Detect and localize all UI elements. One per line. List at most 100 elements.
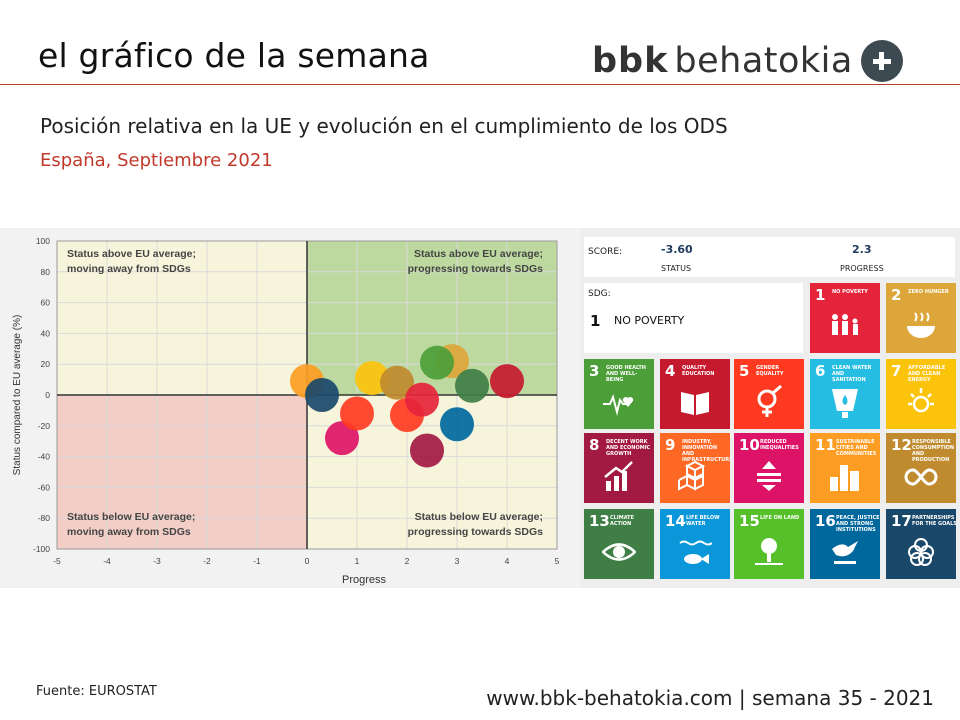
infinity-icon (904, 468, 938, 486)
sdg-tile-2[interactable]: 2 ZERO HUNGER (886, 283, 956, 353)
source-note: Fuente: EUROSTAT (36, 684, 157, 699)
bowl-icon (907, 312, 935, 338)
status-label: STATUS (661, 264, 692, 273)
y-tick-label: 80 (41, 267, 51, 277)
sdg-tile-number: 11 (815, 436, 836, 454)
sdg-tile-9[interactable]: 9 INDUSTRY, INNOVATION AND INFRASTRUCTURE (660, 433, 730, 503)
sdg-tile-8[interactable]: 8 DECENT WORK AND ECONOMIC GROWTH (584, 433, 654, 503)
sdg-tile-label: LIFE ON LAND (760, 515, 800, 521)
quadrant-label: moving away from SDGs (67, 526, 191, 538)
data-point (380, 365, 414, 400)
sdg-tile-12[interactable]: 12 RESPONSIBLE CONSUMPTION AND PRODUCTION (886, 433, 956, 503)
dove-icon (832, 541, 858, 564)
sdg-tile-15[interactable]: 15 LIFE ON LAND (734, 509, 804, 579)
scatter-chart: Status above EU average; moving away from… (12, 236, 560, 586)
buildings-icon (830, 465, 859, 491)
sdg-tile-label: GENDER EQUALITY (756, 365, 784, 377)
x-tick-label: 0 (305, 556, 310, 566)
sdg-tile-label: REDUCED INEQUALITIES (760, 439, 799, 451)
sdg-tile-number: 12 (891, 436, 912, 454)
sdg-tile-number: 14 (665, 512, 686, 530)
quadrant-label: progressing towards SDGs (408, 263, 544, 275)
sdg-tile-label: GOOD HEALTH AND WELL-BEING (606, 365, 646, 383)
sdg-tile-17[interactable]: 17 PARTNERSHIPS FOR THE GOALS (886, 509, 956, 579)
sdg-tile-11[interactable]: 11 SUSTAINABLE CITIES AND COMMUNITIES (810, 433, 880, 503)
sdg-tile-14[interactable]: 14 LIFE BELOW WATER (660, 509, 730, 579)
heartbeat-icon (603, 393, 634, 416)
sdg-label: SDG: (588, 289, 611, 299)
fish-icon (679, 540, 712, 564)
quadrant-label: Status above EU average; (414, 248, 543, 260)
sdg-tile-13[interactable]: 13 CLIMATE ACTION (584, 509, 654, 579)
water-drop-icon (832, 389, 858, 418)
sdg-tile-number: 4 (665, 362, 676, 380)
equality-icon (757, 461, 781, 491)
sdg-tile-6[interactable]: 6 CLEAN WATER AND SANITATION (810, 359, 880, 429)
chart-subtitle: España, Septiembre 2021 (40, 150, 273, 171)
y-tick-label: 20 (41, 359, 51, 369)
sdg-tile-10[interactable]: 10 REDUCED INEQUALITIES (734, 433, 804, 503)
x-tick-label: 3 (455, 556, 460, 566)
progress-label: PROGRESS (840, 264, 884, 273)
sdg-tile-number: 17 (891, 512, 912, 530)
x-tick-label: 4 (505, 556, 510, 566)
sdg-tile-5[interactable]: 5 GENDER EQUALITY (734, 359, 804, 429)
logo-text: behatokia (674, 41, 853, 81)
status-value: -3.60 (661, 243, 693, 256)
sdg-tile-number: 6 (815, 362, 826, 380)
data-point (325, 421, 359, 456)
sdg-tile-number: 1 (815, 286, 826, 304)
gender-icon (757, 385, 782, 417)
sdg-tile-label: PEACE, JUSTICE AND STRONG INSTITUTIONS (836, 515, 880, 533)
y-tick-label: 40 (41, 328, 51, 338)
cubes-icon (678, 460, 706, 491)
sdg-tile-label: CLIMATE ACTION (610, 515, 634, 527)
y-tick-label: -80 (38, 513, 51, 523)
chart-title: Posición relativa en la UE y evolución e… (40, 114, 728, 138)
page-title: el gráfico de la semana (38, 36, 430, 75)
progress-value: 2.3 (852, 243, 872, 256)
sdg-tile-7[interactable]: 7 AFFORDABLE AND CLEAN ENERGY (886, 359, 956, 429)
family-icon (832, 314, 858, 335)
sdg-tile-16[interactable]: 16 PEACE, JUSTICE AND STRONG INSTITUTIONS (810, 509, 880, 579)
sdg-tile-number: 8 (589, 436, 600, 454)
sdg-tile-number: 5 (739, 362, 750, 380)
sdg-tile-number: 2 (891, 286, 902, 304)
sdg-tile-label: INDUSTRY, INNOVATION AND INFRASTRUCTURE (682, 439, 730, 463)
sdg-tile-number: 13 (589, 512, 610, 530)
x-tick-label: -5 (53, 556, 61, 566)
score-label: SCORE: (588, 247, 623, 257)
sdg-tile-3[interactable]: 3 GOOD HEALTH AND WELL-BEING (584, 359, 654, 429)
sdg-tile-4[interactable]: 4 QUALITY EDUCATION (660, 359, 730, 429)
data-point (410, 433, 444, 468)
x-tick-label: 2 (405, 556, 410, 566)
x-tick-label: -2 (203, 556, 211, 566)
sdg-tile-label: QUALITY EDUCATION (682, 365, 715, 377)
eye-globe-icon (602, 543, 636, 561)
quadrant-label: Status above EU average; (67, 248, 196, 260)
growth-chart-icon (604, 461, 633, 491)
x-tick-label: -4 (103, 556, 111, 566)
data-point (405, 382, 439, 417)
rings-icon (908, 538, 934, 566)
y-tick-label: -60 (38, 482, 51, 492)
sdg-tile-number: 7 (891, 362, 902, 380)
plus-icon (860, 40, 903, 82)
sdg-tile-number: 15 (739, 512, 760, 530)
score-box: SCORE: -3.60 STATUS 2.3 PROGRESS (584, 237, 955, 277)
y-axis-title: Status compared to EU average (%) (12, 315, 23, 476)
brand-logo: bbk behatokia (592, 36, 903, 86)
sdg-tile-label: CLEAN WATER AND SANITATION (832, 365, 872, 383)
x-tick-label: -1 (253, 556, 261, 566)
quadrant-label: Status below EU average; (415, 511, 543, 523)
sun-icon (908, 388, 934, 413)
data-point (340, 396, 374, 431)
y-tick-label: 60 (41, 298, 51, 308)
data-point (490, 364, 524, 399)
data-point (455, 368, 489, 403)
sdg-tile-1[interactable]: 1 NO POVERTY (810, 283, 880, 353)
quadrant-label: Status below EU average; (67, 511, 195, 523)
sdg-tile-number: 10 (739, 436, 760, 454)
y-tick-label: -20 (38, 421, 51, 431)
header-divider (0, 84, 960, 85)
